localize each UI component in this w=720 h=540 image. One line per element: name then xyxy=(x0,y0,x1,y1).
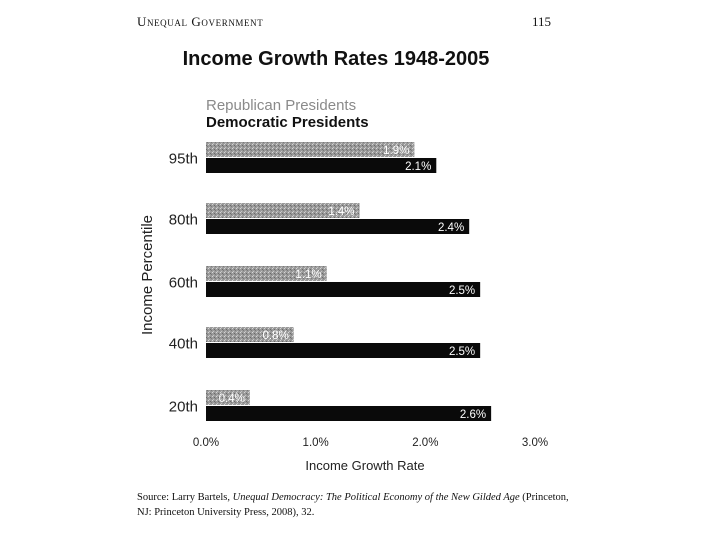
y-tick-label: 40th xyxy=(169,336,198,353)
y-tick-label: 60th xyxy=(169,275,198,292)
legend-republican: Republican Presidents xyxy=(206,97,356,114)
x-tick-label: 0.0% xyxy=(193,437,219,449)
democratic-bar xyxy=(206,406,492,421)
x-tick-label: 3.0% xyxy=(522,437,548,449)
bar-value-label: 2.4% xyxy=(438,222,464,234)
democratic-bar xyxy=(206,282,481,297)
bar-value-label: 1.4% xyxy=(328,206,354,218)
bar-value-label: 0.4% xyxy=(219,393,245,405)
bar-value-label: 0.8% xyxy=(263,330,289,342)
chart-bars: 1.9% 2.1% 1.4% 2.4% 1.1% 2.5% 0.8% 2.5% 0.4% 2.6% xyxy=(206,142,492,421)
page-number: 115 xyxy=(532,14,552,29)
y-tick-label: 80th xyxy=(169,212,198,229)
source-prefix: Source: Larry Bartels, xyxy=(137,492,233,503)
x-axis-tick-labels: 0.0% 1.0% 2.0% 3.0% xyxy=(193,437,548,449)
bar-value-label: 2.6% xyxy=(460,409,486,421)
y-tick-label: 95th xyxy=(169,151,198,168)
republican-bar xyxy=(206,327,294,342)
bar-value-label: 2.1% xyxy=(405,161,431,173)
legend-democratic: Democratic Presidents xyxy=(206,114,369,131)
x-tick-label: 1.0% xyxy=(303,437,329,449)
x-axis-label: Income Growth Rate xyxy=(305,458,424,473)
democratic-bar xyxy=(206,219,470,234)
source-suffix: (Princeton, NJ: Princeton University Pre… xyxy=(137,492,569,518)
x-tick-label: 2.0% xyxy=(412,437,438,449)
republican-bar xyxy=(206,266,327,281)
y-axis-label: Income Percentile xyxy=(139,215,156,335)
chart-title: Income Growth Rates 1948-2005 xyxy=(0,48,720,71)
democratic-bar xyxy=(206,343,481,358)
republican-bar xyxy=(206,390,250,405)
source-book-title: Unequal Democracy: The Political Economy… xyxy=(232,492,520,503)
republican-bar xyxy=(206,203,360,218)
republican-bar xyxy=(206,142,415,157)
source-note: Source: Larry Bartels, Unequal Democracy… xyxy=(137,490,577,520)
chart-title-text: Income Growth Rates 1948-2005 xyxy=(182,48,490,70)
bar-value-label: 1.9% xyxy=(383,145,409,157)
y-axis-tick-labels: 95th 80th 60th 40th 20th xyxy=(169,151,198,416)
y-tick-label: 20th xyxy=(169,399,198,416)
democratic-bar xyxy=(206,158,437,173)
bar-value-label: 2.5% xyxy=(449,346,475,358)
bar-value-label: 2.5% xyxy=(449,285,475,297)
running-head: Unequal Government xyxy=(137,14,264,29)
bar-value-label: 1.1% xyxy=(295,269,321,281)
